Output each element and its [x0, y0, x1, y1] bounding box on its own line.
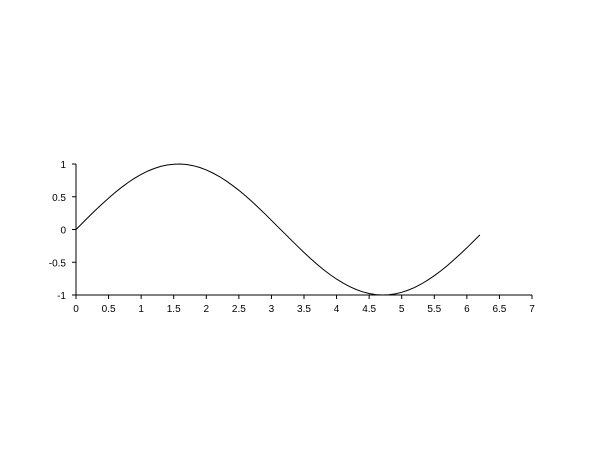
x-tick-label: 3: [269, 304, 275, 315]
x-tick-label: 1: [138, 304, 144, 315]
x-tick-label: 0: [73, 304, 79, 315]
x-tick-label: 0.5: [102, 304, 116, 315]
x-tick-label: 7: [529, 304, 535, 315]
x-tick-label: 4.5: [362, 304, 376, 315]
y-tick-label: 1: [60, 160, 66, 171]
x-tick-label: 2: [204, 304, 210, 315]
x-tick-label: 4: [334, 304, 340, 315]
x-tick-label: 6: [464, 304, 470, 315]
axes: 0 0.5 1 1.5 2 2.5 3 3.5 4 4.5 5 5.5 6 6.5 7 1 0.5 0 -0.5 -1: [49, 160, 535, 315]
x-tick-label: 1.5: [167, 304, 181, 315]
y-tick-label: -0.5: [49, 258, 67, 269]
x-tick-label: 5.5: [427, 304, 441, 315]
x-tick-label: 6.5: [492, 304, 506, 315]
y-tick-label: 0: [60, 226, 66, 237]
y-tick-label: -1: [57, 291, 66, 302]
x-tick-label: 3.5: [297, 304, 311, 315]
y-tick-label: 0.5: [52, 193, 66, 204]
x-tick-label: 5: [399, 304, 405, 315]
x-tick-label: 2.5: [232, 304, 246, 315]
series-line: [75, 163, 481, 296]
